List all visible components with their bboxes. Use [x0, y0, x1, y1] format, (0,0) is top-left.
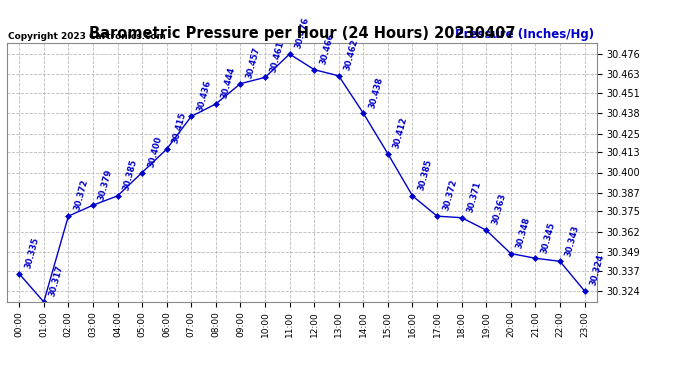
- Text: 30.335: 30.335: [23, 236, 41, 270]
- Text: 30.476: 30.476: [294, 16, 310, 50]
- Text: 30.372: 30.372: [441, 178, 458, 212]
- Text: 30.462: 30.462: [343, 38, 360, 72]
- Text: 30.461: 30.461: [269, 40, 286, 73]
- Text: 30.457: 30.457: [244, 46, 262, 80]
- Text: Pressure (Inches/Hg): Pressure (Inches/Hg): [455, 27, 594, 40]
- Text: 30.438: 30.438: [368, 76, 384, 109]
- Text: 30.466: 30.466: [318, 32, 335, 66]
- Text: 30.385: 30.385: [417, 158, 434, 192]
- Text: 30.345: 30.345: [540, 220, 557, 254]
- Text: 30.415: 30.415: [171, 111, 188, 145]
- Text: 30.348: 30.348: [515, 216, 532, 249]
- Text: 30.385: 30.385: [121, 158, 139, 192]
- Text: 30.436: 30.436: [195, 79, 213, 112]
- Text: 30.317: 30.317: [48, 264, 65, 298]
- Text: 30.343: 30.343: [564, 224, 581, 257]
- Text: 30.400: 30.400: [146, 135, 164, 168]
- Text: 30.372: 30.372: [72, 178, 90, 212]
- Text: 30.363: 30.363: [491, 193, 507, 226]
- Title: Barometric Pressure per Hour (24 Hours) 20230407: Barometric Pressure per Hour (24 Hours) …: [88, 26, 515, 40]
- Text: 30.379: 30.379: [97, 168, 114, 201]
- Text: Copyright 2023 Cartronics.com: Copyright 2023 Cartronics.com: [8, 32, 166, 40]
- Text: 30.412: 30.412: [392, 116, 409, 150]
- Text: 30.444: 30.444: [220, 66, 237, 100]
- Text: 30.371: 30.371: [466, 180, 483, 213]
- Text: 30.324: 30.324: [589, 254, 606, 287]
